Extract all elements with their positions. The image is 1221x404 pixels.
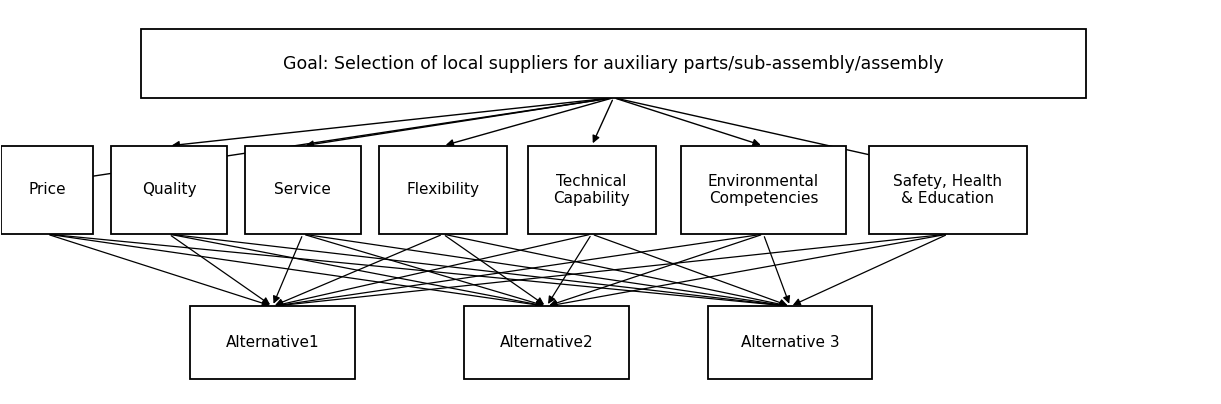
Bar — [111, 146, 227, 234]
Text: Technical
Capability: Technical Capability — [553, 174, 630, 206]
Bar — [869, 146, 1027, 234]
Bar — [681, 146, 846, 234]
Text: Service: Service — [275, 183, 331, 198]
Text: Price: Price — [28, 183, 66, 198]
Text: Alternative2: Alternative2 — [499, 335, 593, 350]
Bar — [527, 146, 656, 234]
Bar — [142, 29, 1085, 98]
Text: Environmental
Competencies: Environmental Competencies — [708, 174, 819, 206]
Text: Safety, Health
& Education: Safety, Health & Education — [894, 174, 1002, 206]
Bar — [1, 146, 93, 234]
Bar — [708, 306, 873, 379]
Bar — [379, 146, 507, 234]
Bar — [245, 146, 360, 234]
Text: Goal: Selection of local suppliers for auxiliary parts/sub-assembly/assembly: Goal: Selection of local suppliers for a… — [283, 55, 944, 73]
Bar — [464, 306, 629, 379]
Bar — [190, 306, 354, 379]
Text: Alternative1: Alternative1 — [226, 335, 319, 350]
Text: Flexibility: Flexibility — [407, 183, 480, 198]
Text: Quality: Quality — [142, 183, 197, 198]
Text: Alternative 3: Alternative 3 — [741, 335, 840, 350]
